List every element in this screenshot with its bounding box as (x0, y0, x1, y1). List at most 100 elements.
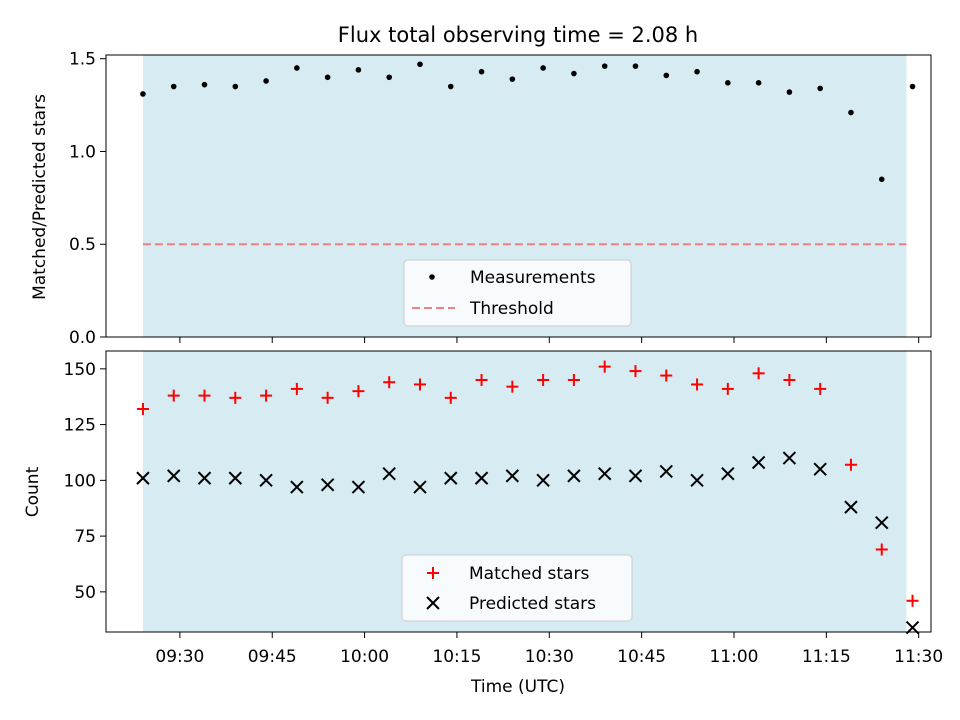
predicted-point (505, 469, 520, 483)
predicted-point (167, 469, 181, 483)
measurement-point (755, 80, 762, 86)
predicted-point (690, 473, 704, 488)
x-tick-label-7: 11:15 (802, 647, 851, 667)
matched-point (475, 373, 488, 386)
measurement-point (140, 91, 146, 97)
predicted-point (659, 464, 673, 479)
predicted-point (597, 466, 612, 481)
measurement-points (140, 61, 916, 183)
x-axis-label: Time (UTC) (470, 677, 565, 697)
axes-frame-top (105, 54, 932, 338)
predicted-point (413, 480, 427, 494)
y-bottom-tick-label-1: 75 (74, 527, 96, 547)
legend-label-measurements: Measurements (470, 268, 596, 288)
x-tick-label-8: 11:30 (894, 647, 943, 667)
matched-point (198, 389, 211, 402)
legend-bottom: Matched stars Predicted stars (401, 554, 633, 622)
measurement-point (694, 68, 700, 75)
legend-label-threshold: Threshold (469, 299, 554, 319)
matched-point (567, 373, 580, 386)
predicted-point (320, 478, 335, 492)
measurement-point (848, 109, 854, 116)
matched-point (136, 402, 149, 415)
y-ticks-top: 0.0 0.5 1.0 1.5 (69, 50, 106, 348)
predicted-point (259, 473, 273, 488)
matched-point (598, 360, 611, 373)
measurement-point (909, 83, 916, 90)
legend-box-bottom (401, 554, 633, 622)
predicted-point (351, 480, 366, 494)
measurement-point (201, 81, 208, 88)
y-top-tick-label-2: 1.0 (69, 142, 96, 162)
predicted-point (567, 469, 581, 483)
matched-point (814, 382, 827, 395)
measurement-point (601, 63, 608, 69)
x-ticks-bottom: 09:30 09:45 10:00 10:15 10:30 10:45 11:00 11:15… (155, 632, 943, 667)
x-tick-label-3: 10:15 (432, 647, 481, 667)
y-bottom-tick-label-2: 100 (64, 471, 96, 491)
y-ticks-bottom: 50 75 100 125 150 (64, 360, 106, 603)
ratio-panel: 0.0 0.5 1.0 1.5 Matched/Predicted stars Mea… (30, 50, 932, 348)
x-tick-label-6: 11:00 (709, 647, 758, 667)
y-bottom-tick-label-3: 125 (64, 416, 96, 436)
legend-top: Measurements Threshold (403, 259, 632, 327)
x-tick-label-5: 10:45 (617, 647, 666, 667)
matched-point (875, 543, 888, 556)
matched-point (260, 389, 273, 402)
matched-point (629, 365, 642, 378)
y-bottom-tick-label-0: 50 (74, 583, 96, 603)
measurement-point (324, 74, 331, 81)
measurement-point (786, 89, 793, 95)
matched-point (167, 389, 180, 402)
matched-point (383, 376, 396, 389)
x-ticks-top (179, 337, 920, 343)
y-axis-label-top: Matched/Predicted stars (30, 94, 50, 300)
predicted-point (628, 469, 643, 483)
measurement-point (386, 74, 393, 81)
matched-point (352, 385, 365, 398)
matched-point (537, 373, 550, 386)
legend-marker-measurements (429, 274, 435, 280)
predicted-point (136, 471, 150, 485)
x-tick-label-4: 10:30 (525, 647, 574, 667)
matched-point (691, 378, 704, 391)
predicted-point (474, 471, 489, 485)
y-top-tick-label-0: 0.0 (69, 328, 96, 348)
matched-point (506, 380, 519, 393)
measurement-point (632, 63, 639, 69)
matched-point (906, 594, 919, 607)
measurement-point (540, 65, 546, 71)
matched-point (229, 391, 242, 404)
legend-box-top (403, 259, 632, 327)
matched-points (136, 360, 919, 607)
matched-point (290, 382, 303, 395)
matched-point (752, 367, 765, 380)
predicted-point (751, 455, 766, 470)
predicted-point (782, 451, 797, 465)
measurement-point (417, 61, 423, 68)
axes-frame-bottom (105, 350, 932, 633)
predicted-point (844, 500, 858, 514)
y-top-tick-label-1: 0.5 (69, 235, 96, 255)
predicted-point (382, 466, 396, 481)
count-panel: 50 75 100 125 150 09:30 09:45 10:00 10:15 10:30 1… (23, 350, 943, 697)
legend-label-matched: Matched stars (469, 564, 589, 584)
matched-point (660, 369, 673, 382)
measurement-point (294, 65, 300, 71)
chart-title: Flux total observing time = 2.08 h (338, 23, 698, 47)
measurement-point (509, 76, 516, 82)
legend-marker-matched (427, 567, 439, 579)
predicted-point (228, 471, 242, 485)
legend-marker-predicted (426, 596, 440, 610)
predicted-point (290, 480, 304, 494)
measurement-point (571, 70, 577, 77)
x-tick-label-2: 10:00 (340, 647, 389, 667)
matched-point (783, 373, 796, 386)
x-tick-label-1: 09:45 (248, 647, 297, 667)
measurement-point (878, 176, 885, 183)
measurement-point (478, 68, 485, 75)
predicted-point (197, 471, 212, 485)
x-tick-label-0: 09:30 (155, 647, 204, 667)
legend-label-predicted: Predicted stars (469, 594, 596, 614)
